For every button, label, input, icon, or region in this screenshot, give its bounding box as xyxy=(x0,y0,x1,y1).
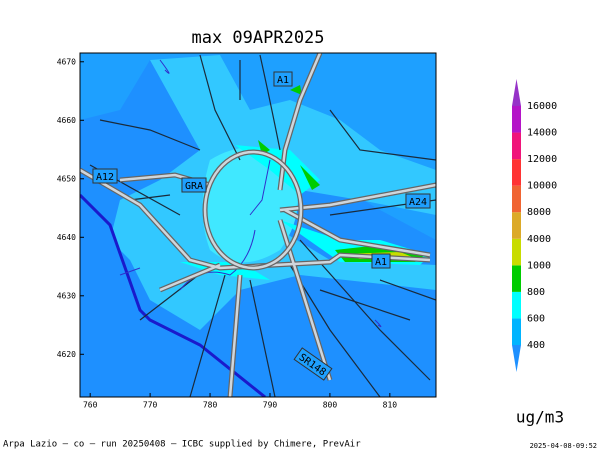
x-tick-label: 790 xyxy=(263,401,278,410)
road-label-box xyxy=(371,253,391,269)
map-field xyxy=(80,53,436,397)
x-tick-label: 760 xyxy=(83,401,98,410)
colorbar-band xyxy=(512,238,521,266)
x-tick-label: 810 xyxy=(383,401,398,410)
road-label-box xyxy=(293,347,333,381)
colorbar-band xyxy=(512,106,521,133)
roads xyxy=(80,53,436,397)
x-tick-label: 800 xyxy=(323,401,338,410)
road-label-box xyxy=(405,193,431,209)
footer-right: 2025-04-08-09:52 xyxy=(530,442,597,450)
y-tick-label: 4640 xyxy=(57,233,76,242)
colorbar-arrow xyxy=(512,345,521,372)
colorbar-label: 800 xyxy=(527,287,545,298)
road-label-text: A24 xyxy=(409,197,427,208)
colorbar-label: 8000 xyxy=(527,207,551,218)
colorbar-label: 16000 xyxy=(527,101,557,112)
road-label-text: GRA xyxy=(185,181,203,192)
colorbar-arrow xyxy=(512,79,521,106)
y-tick-label: 4620 xyxy=(57,350,76,359)
footer-left: Arpa Lazio — co — run 20250408 — ICBC su… xyxy=(3,440,361,450)
colorbar-band xyxy=(512,159,521,186)
road-label-text: A1 xyxy=(277,75,289,86)
colorbar-label: 600 xyxy=(527,313,545,324)
y-tick-label: 4630 xyxy=(57,291,76,300)
road-label: GRA xyxy=(181,177,207,193)
colorbar-label: 1000 xyxy=(527,260,551,271)
y-tick-label: 4650 xyxy=(57,174,76,183)
y-tick-label: 4660 xyxy=(57,116,76,125)
map-frame xyxy=(79,52,437,398)
road-label: A1 xyxy=(273,71,293,87)
road-label: A1 xyxy=(371,253,391,269)
road-label-box xyxy=(92,168,118,184)
title: max 09APR2025 xyxy=(191,28,324,48)
colorbar-band xyxy=(512,265,521,292)
colorbar-band xyxy=(512,212,521,239)
colorbar-band xyxy=(512,132,521,160)
colorbar-label: 14000 xyxy=(527,128,557,139)
colorbar-label: 10000 xyxy=(527,181,557,192)
road-label: A12 xyxy=(92,168,118,184)
colorbar-label: 4000 xyxy=(527,234,551,245)
y-tick-label: 4670 xyxy=(57,57,76,66)
colorbar-label: 400 xyxy=(527,340,545,351)
road-label: A24 xyxy=(405,193,431,209)
colorbar-band xyxy=(512,291,521,319)
colorbar-label: 12000 xyxy=(527,154,557,165)
road-label-box xyxy=(273,71,293,87)
unit: ug/m3 xyxy=(516,408,564,427)
colorbar-band xyxy=(512,185,521,213)
x-tick-label: 780 xyxy=(203,401,218,410)
road-label-text: A12 xyxy=(96,172,114,183)
road-label-text: A1 xyxy=(375,257,387,268)
road-label-box xyxy=(181,177,207,193)
colorbar-band xyxy=(512,318,521,345)
x-tick-label: 770 xyxy=(143,401,158,410)
